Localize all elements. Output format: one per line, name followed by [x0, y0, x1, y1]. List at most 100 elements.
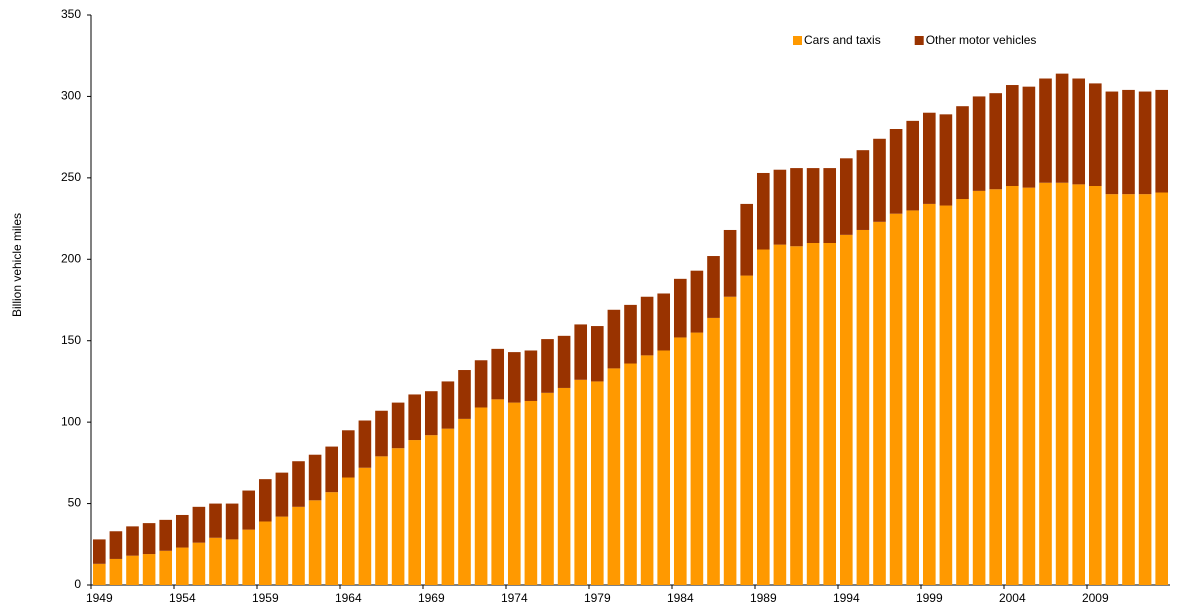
bar-segment: [989, 93, 1003, 190]
bar-segment: [922, 112, 936, 204]
y-tick-label: 0: [74, 577, 81, 591]
bar-segment: [292, 506, 305, 585]
bar-segment: [92, 539, 106, 564]
bar-segment: [574, 324, 588, 380]
y-tick-label: 200: [61, 251, 81, 265]
bar-segment: [972, 96, 986, 191]
bar-segment: [242, 490, 256, 530]
bar-segment: [922, 203, 936, 585]
bar-segment: [1055, 182, 1069, 585]
bar-segment: [391, 448, 405, 585]
bar-segment: [1122, 89, 1135, 195]
bar-segment: [823, 168, 837, 243]
bar-segment: [1088, 186, 1102, 585]
x-tick-label: 1969: [418, 591, 445, 605]
bar-segment: [906, 120, 920, 211]
bar-segment: [624, 304, 637, 364]
bar-segment: [474, 360, 488, 408]
y-tick-label: 300: [61, 89, 81, 103]
bar-segment: [507, 352, 521, 403]
bar-segment: [175, 514, 189, 548]
bar-segment: [956, 199, 969, 585]
bar-segment: [192, 506, 206, 543]
legend-label: Other motor vehicles: [926, 33, 1037, 47]
bar-segment: [1105, 194, 1119, 585]
bar-segment: [790, 246, 803, 585]
bar-segment: [989, 189, 1003, 585]
bar-segment: [856, 150, 870, 230]
bar-segment: [308, 500, 322, 585]
bar-segment: [524, 350, 538, 401]
bar-segment: [557, 387, 571, 585]
y-tick-label: 100: [61, 414, 81, 428]
x-tick-label: 1999: [916, 591, 943, 605]
y-tick-label: 50: [68, 496, 82, 510]
x-tick-label: 1989: [750, 591, 777, 605]
bar-segment: [1022, 86, 1036, 188]
bar-segment: [574, 379, 588, 585]
y-tick-label: 250: [61, 170, 81, 184]
bar-segment: [773, 244, 787, 585]
bar-segment: [275, 516, 289, 585]
x-tick-label: 1974: [501, 591, 528, 605]
bar-segment: [723, 229, 737, 297]
bar-segment: [358, 420, 372, 468]
bar-segment: [823, 243, 837, 585]
bar-segment: [557, 335, 571, 388]
bar-segment: [458, 418, 471, 585]
y-axis-label: Billion vehicle miles: [10, 213, 24, 317]
bar-segment: [640, 296, 654, 356]
x-tick-label: 1964: [335, 591, 362, 605]
bar-segment: [142, 523, 156, 555]
bar-segment: [258, 521, 272, 585]
bar-segment: [391, 402, 405, 449]
bar-segment: [673, 337, 687, 585]
bar-segment: [109, 558, 123, 585]
bar-segment: [806, 168, 820, 243]
bar-segment: [723, 296, 737, 585]
bar-segment: [1005, 186, 1019, 585]
bar-segment: [906, 210, 920, 585]
bar-segment: [424, 435, 438, 585]
bar-segment: [590, 381, 604, 585]
bar-segment: [142, 554, 156, 585]
bar-segment: [1072, 78, 1086, 185]
bar-segment: [209, 503, 222, 538]
bar-segment: [541, 339, 554, 393]
bar-segment: [856, 229, 870, 585]
x-tick-label: 1994: [833, 591, 860, 605]
bar-segment: [690, 270, 704, 333]
bar-segment: [341, 477, 355, 585]
bar-segment: [474, 407, 488, 585]
bar-segment: [358, 467, 372, 585]
bar-segment: [491, 399, 505, 585]
bar-segment: [175, 547, 189, 585]
bar-segment: [524, 400, 538, 585]
bar-segment: [707, 256, 720, 318]
bar-segment: [441, 381, 455, 429]
x-tick-label: 1959: [252, 591, 279, 605]
bar-segment: [1122, 194, 1135, 585]
x-tick-label: 1984: [667, 591, 694, 605]
bar-segment: [972, 190, 986, 585]
bar-segment: [873, 221, 886, 586]
bar-segment: [541, 392, 554, 585]
bar-segment: [707, 317, 720, 585]
bar-segment: [1055, 73, 1069, 183]
bar-segment: [607, 309, 621, 369]
bar-segment: [325, 492, 339, 585]
bar-segment: [873, 138, 886, 222]
bar-segment: [1105, 91, 1119, 195]
bar-segment: [1005, 85, 1019, 186]
bar-segment: [657, 293, 671, 351]
bar-segment: [806, 243, 820, 585]
bar-segment: [640, 355, 654, 585]
bar-segment: [408, 440, 422, 585]
bar-segment: [325, 446, 339, 493]
bar-segment: [740, 275, 754, 585]
bar-segment: [258, 479, 272, 522]
legend-swatch: [914, 36, 924, 45]
bar-segment: [590, 326, 604, 382]
bar-segment: [458, 370, 471, 419]
x-tick-label: 2009: [1082, 591, 1109, 605]
